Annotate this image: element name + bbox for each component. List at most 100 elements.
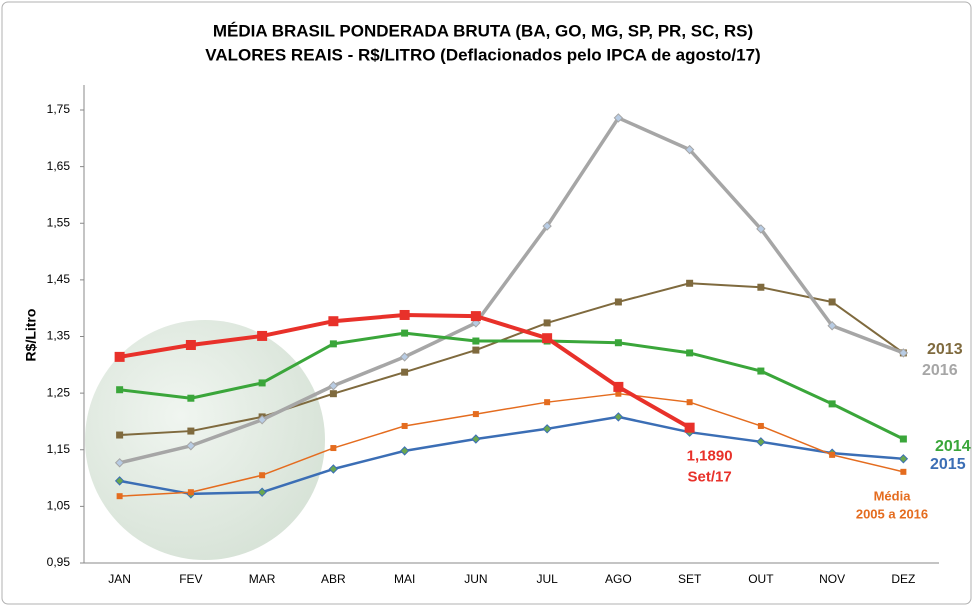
point <box>686 349 694 357</box>
y-tick-label: 1,55 <box>47 215 71 229</box>
series-label: 2015 <box>930 456 966 473</box>
point <box>827 321 837 331</box>
point <box>472 337 480 345</box>
point <box>328 464 339 474</box>
chart-subtitle: VALORES REAIS - R$/LITRO (Deflacionados … <box>205 45 760 64</box>
point <box>828 298 836 306</box>
point <box>757 367 765 375</box>
x-tick-label: ABR <box>321 572 346 586</box>
point <box>328 316 339 327</box>
point <box>542 333 553 344</box>
point <box>898 348 909 358</box>
point <box>114 351 125 362</box>
point <box>757 422 764 429</box>
x-tick-label: AGO <box>605 572 632 586</box>
point <box>544 399 551 406</box>
point <box>401 329 409 337</box>
point <box>187 427 195 435</box>
series-label: 2005 a 2016 <box>856 506 928 521</box>
point <box>899 435 907 443</box>
point <box>329 390 337 398</box>
y-tick-label: 1,65 <box>47 159 71 173</box>
point <box>900 468 907 475</box>
point <box>614 339 622 347</box>
point <box>829 451 836 458</box>
x-tick-label: FEV <box>179 572 202 586</box>
x-tick-label: SET <box>678 572 702 586</box>
data-label: 1,1890 <box>687 448 733 465</box>
point <box>684 422 695 433</box>
x-tick-label: MAI <box>394 572 415 586</box>
x-tick-label: JUL <box>536 572 558 586</box>
point <box>257 487 267 497</box>
point <box>686 399 693 406</box>
point <box>401 368 409 376</box>
point <box>898 454 909 464</box>
point <box>472 346 480 354</box>
point <box>399 446 410 456</box>
point <box>686 279 694 287</box>
y-tick-label: 1,35 <box>47 329 71 343</box>
point <box>187 489 194 496</box>
series-label: 2013 <box>927 341 963 358</box>
y-tick-label: 1,75 <box>47 102 71 116</box>
point <box>116 431 124 439</box>
series-label: Média <box>874 488 912 503</box>
chart-title: MÉDIA BRASIL PONDERADA BRUTA (BA, GO, MG… <box>213 21 753 40</box>
point <box>471 434 481 444</box>
point <box>542 424 552 434</box>
point <box>543 319 551 327</box>
point <box>542 221 552 231</box>
y-tick-label: 0,95 <box>47 555 71 569</box>
y-tick-label: 1,45 <box>47 272 71 286</box>
point <box>186 441 196 451</box>
y-tick-label: 1,15 <box>47 442 71 456</box>
point <box>185 339 196 350</box>
series-line <box>119 116 904 465</box>
point <box>756 224 766 234</box>
point <box>613 113 624 123</box>
point <box>684 144 695 155</box>
x-tick-label: JAN <box>108 572 131 586</box>
point <box>613 412 624 422</box>
x-tick-label: NOV <box>819 572 845 586</box>
point <box>472 411 479 418</box>
series-line <box>119 331 905 441</box>
point <box>614 298 622 306</box>
point <box>116 493 123 500</box>
point <box>116 386 124 394</box>
point <box>401 422 408 429</box>
x-tick-label: DEZ <box>891 572 915 586</box>
point <box>257 415 267 425</box>
series-label: 2014 <box>935 438 971 455</box>
point <box>114 458 125 468</box>
annotation: Set/17 <box>688 469 732 486</box>
y-tick-label: 1,25 <box>47 385 71 399</box>
series-line <box>119 282 904 437</box>
point <box>828 400 836 408</box>
point <box>399 309 410 320</box>
y-axis-label: R$/Litro <box>23 309 39 362</box>
point <box>258 379 266 387</box>
point <box>259 472 266 479</box>
series-label: 2016 <box>922 362 958 379</box>
x-tick-label: OUT <box>748 572 774 586</box>
x-tick-label: MAR <box>249 572 276 586</box>
series-line <box>119 392 904 497</box>
point <box>114 476 125 486</box>
point <box>330 445 337 452</box>
point <box>399 352 410 362</box>
point <box>470 311 481 322</box>
point <box>615 390 622 397</box>
point <box>756 437 766 447</box>
point <box>757 283 765 291</box>
point <box>257 330 268 341</box>
series-line <box>119 415 904 496</box>
point <box>329 340 337 348</box>
y-tick-label: 1,05 <box>47 499 71 513</box>
point <box>328 381 339 391</box>
point <box>613 381 624 392</box>
point <box>187 394 195 402</box>
x-tick-label: JUN <box>464 572 487 586</box>
